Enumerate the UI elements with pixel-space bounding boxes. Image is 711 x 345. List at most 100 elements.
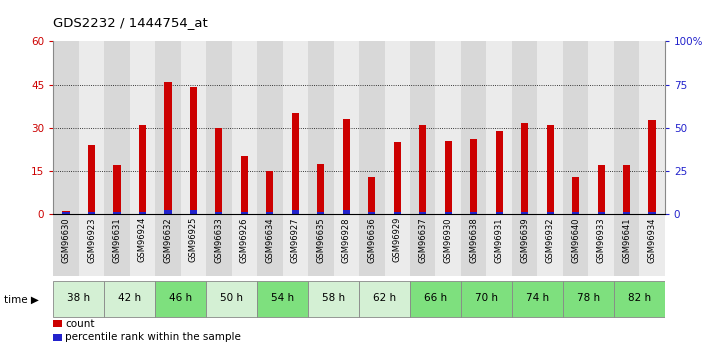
Text: GSM96928: GSM96928 [342,217,351,263]
Bar [461,214,486,276]
Bar [53,41,79,214]
Bar [639,41,665,214]
Text: GSM96929: GSM96929 [392,217,402,263]
Text: GSM96932: GSM96932 [545,217,555,263]
Bar [461,282,512,317]
Bar [292,113,299,214]
Text: count: count [65,319,95,328]
Bar [317,212,324,214]
Bar [241,156,248,214]
Bar [359,214,385,276]
Bar [359,41,385,214]
Bar [206,282,257,317]
Text: GSM96639: GSM96639 [520,217,529,263]
Text: GSM96640: GSM96640 [571,217,580,263]
Text: GSM96634: GSM96634 [265,217,274,263]
Bar [181,41,206,214]
Bar [461,41,486,214]
Bar [53,282,105,317]
Bar [283,214,308,276]
Bar [190,87,197,214]
Bar [232,41,257,214]
Bar [343,119,350,214]
Bar [614,282,665,317]
Bar [63,211,70,214]
Text: 54 h: 54 h [271,294,294,304]
Bar [257,282,308,317]
Bar [410,41,435,214]
Bar [648,212,656,214]
Bar [563,282,614,317]
Text: percentile rank within the sample: percentile rank within the sample [65,333,241,342]
Text: 66 h: 66 h [424,294,447,304]
Text: GSM96933: GSM96933 [597,217,606,263]
Bar [597,212,604,214]
Bar [368,177,375,214]
Text: 58 h: 58 h [322,294,345,304]
Bar [359,282,410,317]
Text: GSM96631: GSM96631 [112,217,122,263]
Bar [563,41,589,214]
Bar [139,125,146,214]
Bar [435,214,461,276]
Bar [267,212,274,214]
Bar [79,214,105,276]
Text: GSM96641: GSM96641 [622,217,631,263]
Bar [496,130,503,214]
Bar [139,212,146,214]
Text: GDS2232 / 1444754_at: GDS2232 / 1444754_at [53,16,208,29]
Bar [164,82,171,214]
Bar [63,212,70,214]
Bar [589,214,614,276]
Bar [623,165,630,214]
Bar [512,214,538,276]
Bar [308,214,333,276]
Text: GSM96630: GSM96630 [62,217,70,263]
Bar [623,212,630,214]
Bar [394,212,401,214]
Bar [589,41,614,214]
Text: 42 h: 42 h [118,294,141,304]
Bar [105,282,155,317]
Bar [444,141,451,214]
Bar [521,212,528,214]
Bar [155,41,181,214]
Bar [563,214,589,276]
Bar [648,120,656,214]
Bar [333,41,359,214]
Bar [419,125,427,214]
Bar [486,41,512,214]
Bar [308,282,359,317]
Bar [105,214,129,276]
Text: GSM96926: GSM96926 [240,217,249,263]
Text: GSM96934: GSM96934 [648,217,656,263]
Bar [496,212,503,214]
Bar [470,139,477,214]
Bar [538,214,563,276]
Bar [283,41,308,214]
Text: GSM96635: GSM96635 [316,217,326,263]
Bar [164,210,171,214]
Bar [444,212,451,214]
Text: GSM96638: GSM96638 [469,217,479,263]
Bar [368,212,375,214]
Bar [385,214,410,276]
Text: 62 h: 62 h [373,294,396,304]
Text: 78 h: 78 h [577,294,600,304]
Text: GSM96636: GSM96636 [368,217,376,263]
Bar [308,41,333,214]
Bar [317,164,324,214]
Text: GSM96637: GSM96637 [418,217,427,263]
Bar [470,212,477,214]
Bar [155,214,181,276]
Bar [129,214,155,276]
Bar [88,145,95,214]
Bar [257,41,283,214]
Text: 70 h: 70 h [475,294,498,304]
Bar [419,212,427,214]
Bar [486,214,512,276]
Text: GSM96930: GSM96930 [444,217,453,263]
Text: GSM96924: GSM96924 [138,217,147,263]
Bar [572,177,579,214]
Text: 38 h: 38 h [68,294,90,304]
